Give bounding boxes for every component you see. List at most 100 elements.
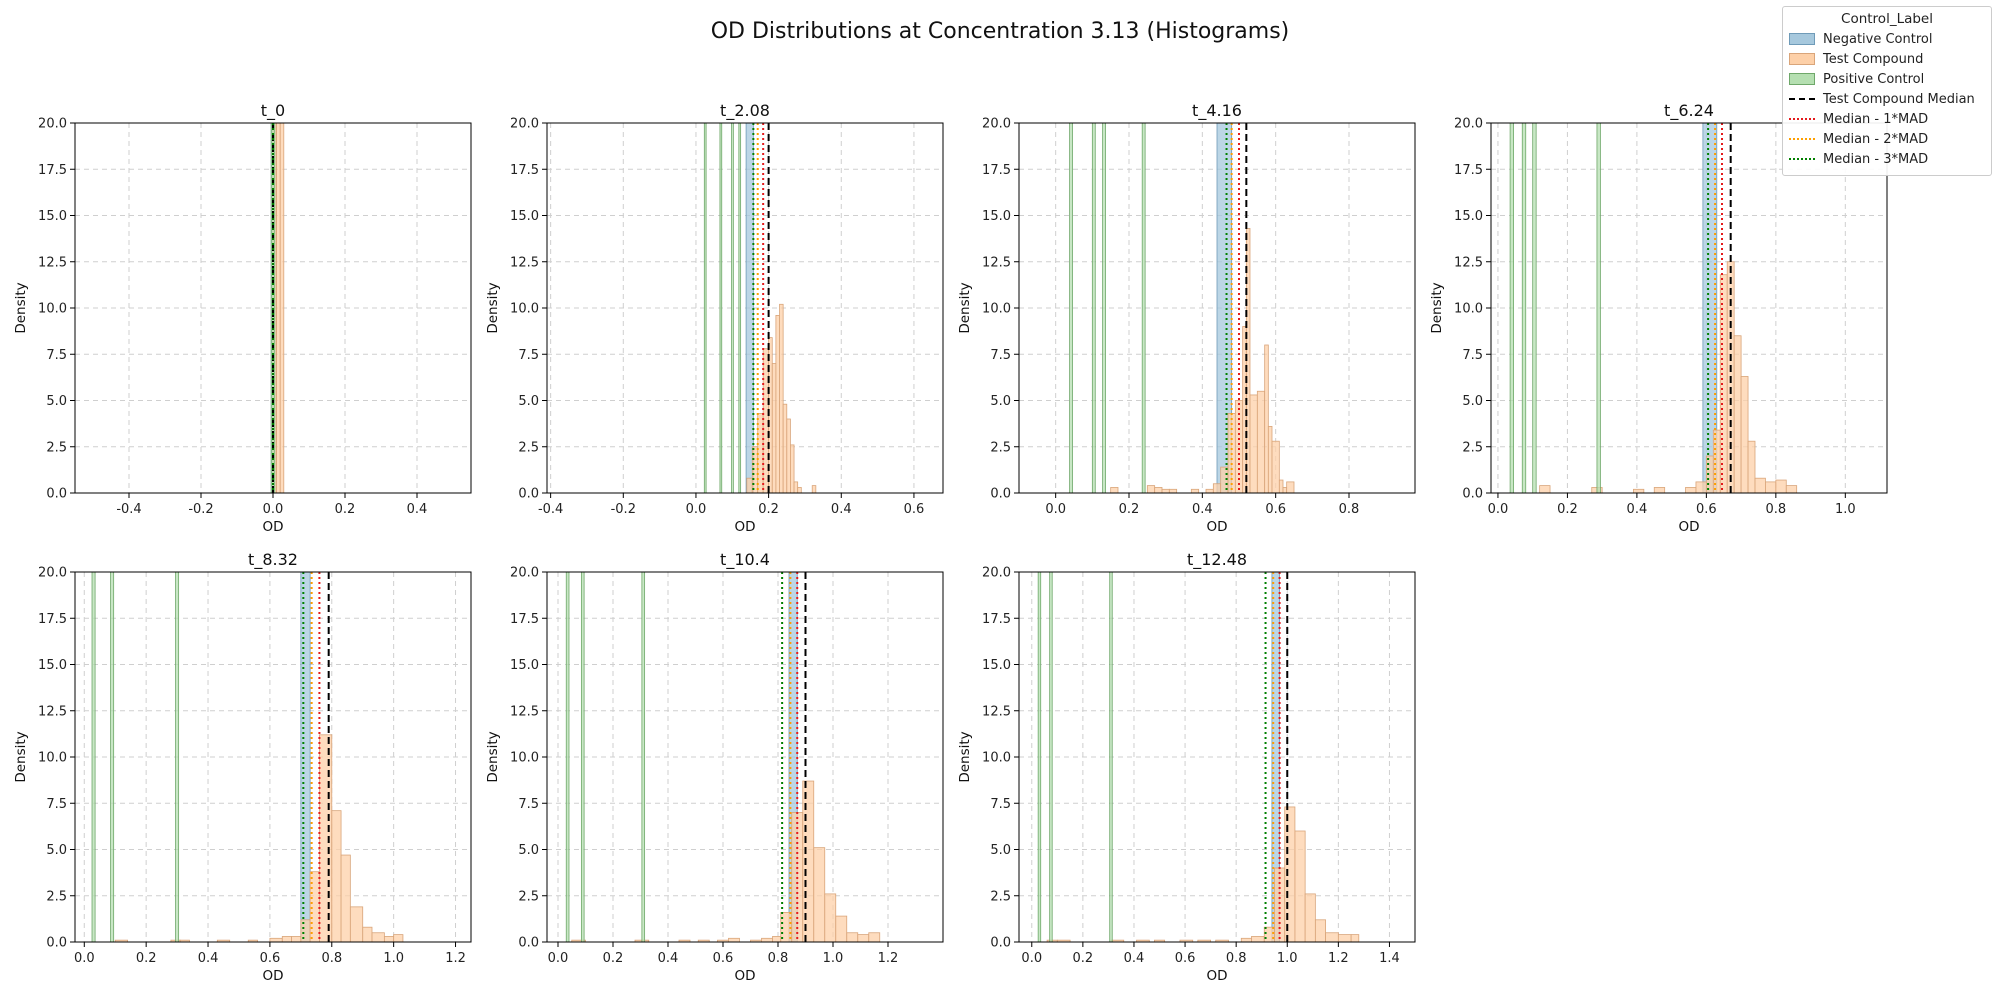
y-tick-label: 5.0 (990, 843, 1011, 858)
y-tick-label: 2.5 (990, 889, 1011, 904)
bar-test-compound (1251, 936, 1265, 942)
x-tick-label: 0.4 (407, 502, 428, 517)
legend-swatch-positive-control (1789, 73, 1815, 85)
x-axis-label: OD (734, 519, 755, 535)
grid (547, 571, 943, 943)
bar-test-compound (1274, 867, 1286, 942)
y-tick-label: 20.0 (38, 117, 67, 132)
bars (1069, 123, 1295, 493)
y-tick-label: 10.0 (982, 751, 1011, 766)
bar-test-compound (846, 932, 859, 942)
y-tick-label: 2.5 (518, 440, 539, 455)
grid (1019, 571, 1415, 943)
y-tick-label: 7.5 (990, 797, 1011, 812)
bar-test-compound (1256, 390, 1266, 493)
x-tick-label: 1.0 (823, 951, 844, 966)
y-tick-label: 5.0 (518, 394, 539, 409)
bar-positive-control (1102, 123, 1106, 493)
legend-swatch-test-compound (1789, 53, 1815, 65)
bar-test-compound (1197, 939, 1212, 942)
bar-test-compound (1282, 487, 1288, 493)
x-tick-label: 0.4 (658, 951, 679, 966)
bar-test-compound (1278, 479, 1284, 493)
figure-title: OD Distributions at Concentration 3.13 (… (711, 19, 1290, 44)
bar-positive-control (641, 572, 646, 942)
bar-positive-control (731, 123, 734, 493)
bar-test-compound (247, 939, 258, 942)
y-axis-label: Density (485, 282, 501, 333)
legend-label: Median - 3*MAD (1823, 151, 1929, 167)
y-tick-label: 12.5 (982, 704, 1011, 719)
y-tick-label: 2.5 (1462, 440, 1483, 455)
bar-test-compound (1212, 483, 1222, 493)
bar-test-compound (1747, 440, 1756, 493)
bar-test-compound (179, 939, 190, 942)
x-tick-label: -0.4 (116, 502, 141, 517)
x-tick-label: 0.2 (136, 951, 157, 966)
x-tick-label: 0.0 (263, 502, 284, 517)
y-tick-label: 10.0 (510, 302, 539, 317)
x-tick-label: 0.8 (768, 951, 789, 966)
x-tick-label: -0.2 (611, 502, 636, 517)
bar-test-compound (678, 939, 691, 942)
subplot-t-12-48: 0.0 0.2 0.4 0.6 0.8 1.0 1.2 1.4 0.0 2.5 5.0 7.5 10.0… (957, 550, 1416, 984)
y-tick-label: 12.5 (510, 704, 539, 719)
bar-test-compound (269, 937, 283, 942)
bar-test-compound (216, 939, 231, 942)
bar-test-compound (1733, 335, 1742, 493)
y-tick-label: 5.0 (46, 843, 67, 858)
x-tick-label: 0.2 (758, 502, 779, 517)
bar-test-compound (1263, 926, 1275, 942)
y-tick-label: 12.5 (38, 255, 67, 270)
bar-test-compound (790, 444, 795, 493)
bar-positive-control (175, 572, 180, 942)
y-tick-label: 20.0 (982, 117, 1011, 132)
bar-test-compound (291, 936, 302, 942)
subplot-title: t_0 (261, 101, 285, 121)
bar-test-compound (1304, 893, 1316, 942)
y-axis-label: Density (485, 731, 501, 782)
legend-label: Positive Control (1823, 71, 1925, 87)
bar-test-compound (279, 123, 285, 493)
grid (547, 122, 943, 494)
x-tick-label: -0.4 (538, 502, 563, 517)
bar-test-compound (1110, 487, 1119, 493)
bar-positive-control (565, 572, 570, 942)
bar-test-compound (1695, 481, 1707, 493)
legend-item-mad1: Median - 1*MAD (1789, 109, 1985, 129)
y-tick-label: 2.5 (46, 889, 67, 904)
x-tick-label: 1.0 (1277, 951, 1298, 966)
bar-test-compound (771, 363, 777, 493)
y-tick-label: 20.0 (38, 566, 67, 581)
bar-test-compound (813, 847, 826, 942)
legend-title: Control_Label (1841, 11, 1933, 27)
bar-positive-control (110, 572, 115, 942)
x-axis-label: OD (262, 968, 283, 984)
bar-test-compound (1350, 934, 1360, 942)
y-axis-label: Density (13, 282, 29, 333)
bar-test-compound (868, 932, 881, 942)
x-tick-label: 0.6 (904, 502, 925, 517)
y-tick-label: 20.0 (1454, 117, 1483, 132)
reference-lines (302, 572, 330, 942)
y-tick-label: 10.0 (38, 302, 67, 317)
bar-test-compound (1240, 937, 1252, 942)
subplot-t-10-4: 0.0 0.2 0.4 0.6 0.8 1.0 1.2 0.0 2.5 5.0 7.5 10.0 12.… (485, 550, 944, 984)
grid (75, 571, 471, 943)
y-tick-label: 17.5 (982, 163, 1011, 178)
bar-test-compound (1740, 376, 1749, 493)
y-tick-label: 0.0 (990, 487, 1011, 502)
bar-test-compound (340, 854, 351, 942)
x-tick-label: 1.0 (1835, 502, 1856, 517)
y-tick-label: 5.0 (990, 394, 1011, 409)
y-tick-label: 0.0 (518, 936, 539, 951)
legend-item-negative-control: Negative Control (1789, 29, 1985, 49)
y-tick-label: 7.5 (518, 348, 539, 363)
y-tick-label: 2.5 (46, 440, 67, 455)
x-tick-label: 0.0 (548, 951, 569, 966)
bar-test-compound (1249, 394, 1258, 493)
bar-positive-control (703, 123, 707, 493)
y-tick-label: 12.5 (510, 255, 539, 270)
y-tick-label: 17.5 (1454, 163, 1483, 178)
x-tick-label: 0.4 (1124, 951, 1145, 966)
